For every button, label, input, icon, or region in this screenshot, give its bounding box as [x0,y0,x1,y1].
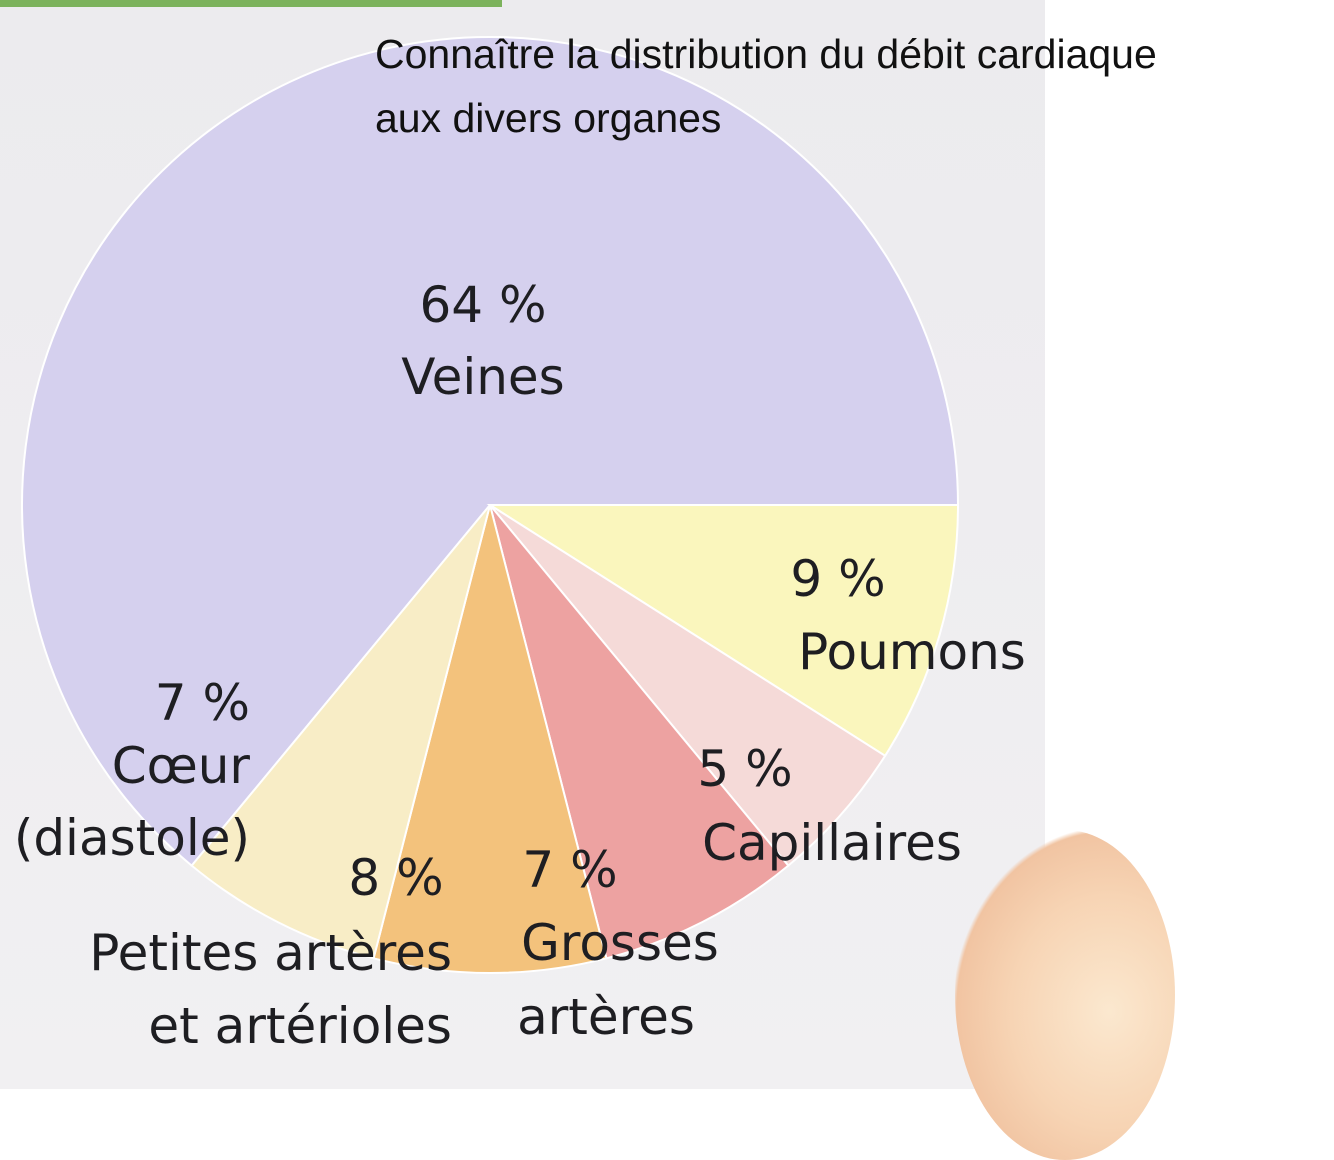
pie-chart: 64 % Veines 9 % Poumons 5 % Capillaires … [14,35,1026,1055]
slice-label-capillaires: Capillaires [702,814,962,872]
pie-slice-4 [489,504,790,960]
slice-label-petites-arteres-percent: 8 % [348,849,443,907]
pie-slice-2 [486,504,960,758]
slice-label-petites-arteres-line1: Petites artères [89,924,452,982]
slice-label-coeur-line1: Cœur [112,737,251,795]
top-accent-bar [0,0,502,7]
pie-slice-3 [489,504,887,868]
slice-label-grosses-arteres-line2: artères [517,988,695,1046]
pie-slice-6 [190,504,491,960]
slice-label-veines: Veines [401,348,564,406]
slice-label-poumons: Poumons [798,623,1026,681]
slice-label-coeur-percent: 7 % [155,674,250,732]
slice-label-capillaires-percent: 5 % [697,740,792,798]
slice-label-poumons-percent: 9 % [790,550,885,608]
page-title: Connaître la distribution du débit cardi… [375,31,1157,141]
slice-label-coeur-line2: (diastole) [14,809,250,867]
slice-label-petites-arteres-line2: et artérioles [148,997,452,1055]
pie-slice-5 [372,504,608,975]
slice-label-grosses-arteres-line1: Grosses [521,914,719,972]
slice-label-veines-percent: 64 % [419,276,546,334]
pie-slice-1 [21,35,960,868]
slice-label-grosses-arteres-percent: 7 % [522,841,617,899]
